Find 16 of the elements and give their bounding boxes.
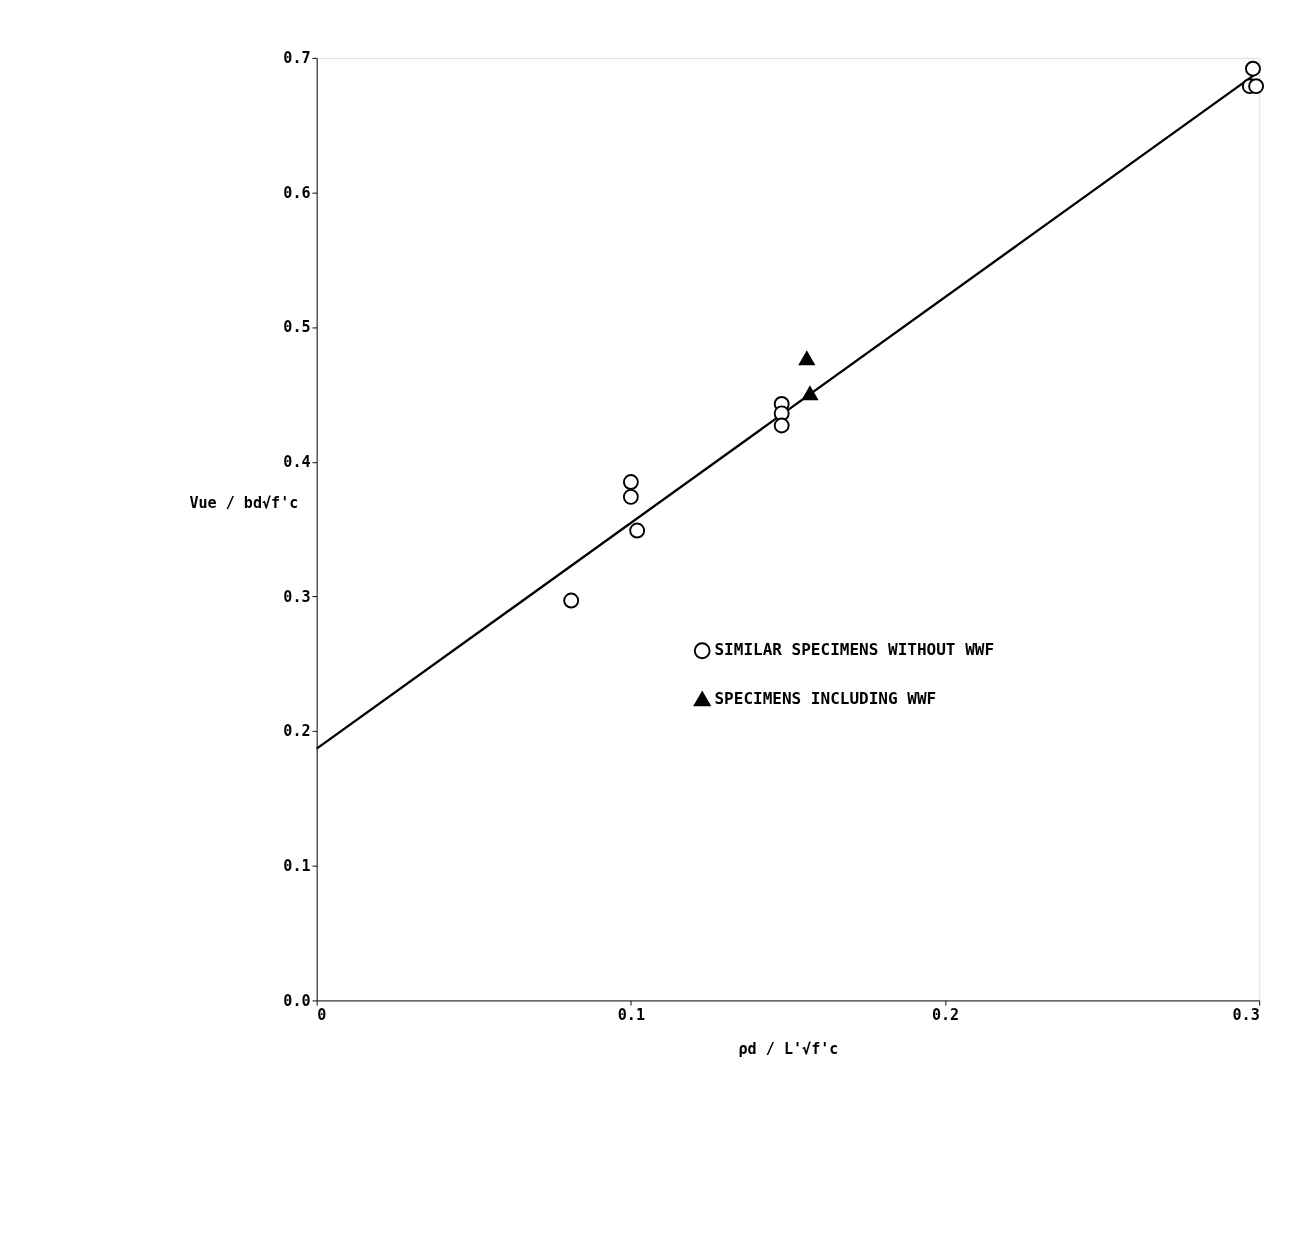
x-tick-label: 0.1 [617, 1005, 645, 1024]
legend-label: SPECIMENS INCLUDING WWF [714, 688, 937, 708]
x-axis-title: ρd / L'√f'c [738, 1039, 839, 1058]
y-tick-label: 0.7 [283, 49, 311, 68]
x-tick-label: 0.2 [931, 1005, 960, 1024]
y-tick-label: 0.6 [283, 183, 311, 202]
y-tick-label: 0.4 [283, 453, 311, 472]
y-tick-label: 0.1 [283, 856, 311, 875]
y-axis-title: Vue / bd√f'c [189, 493, 299, 512]
legend-label: SIMILAR SPECIMENS WITHOUT WWF [714, 640, 995, 660]
x-tick-label: 0 [317, 1005, 327, 1024]
x-tick-label: 0.3 [1232, 1005, 1260, 1024]
y-tick-label: 0.2 [283, 722, 311, 741]
y-tick-label: 0.3 [283, 587, 311, 606]
y-tick-label: 0.0 [283, 991, 311, 1010]
y-tick-label: 0.5 [283, 318, 311, 337]
